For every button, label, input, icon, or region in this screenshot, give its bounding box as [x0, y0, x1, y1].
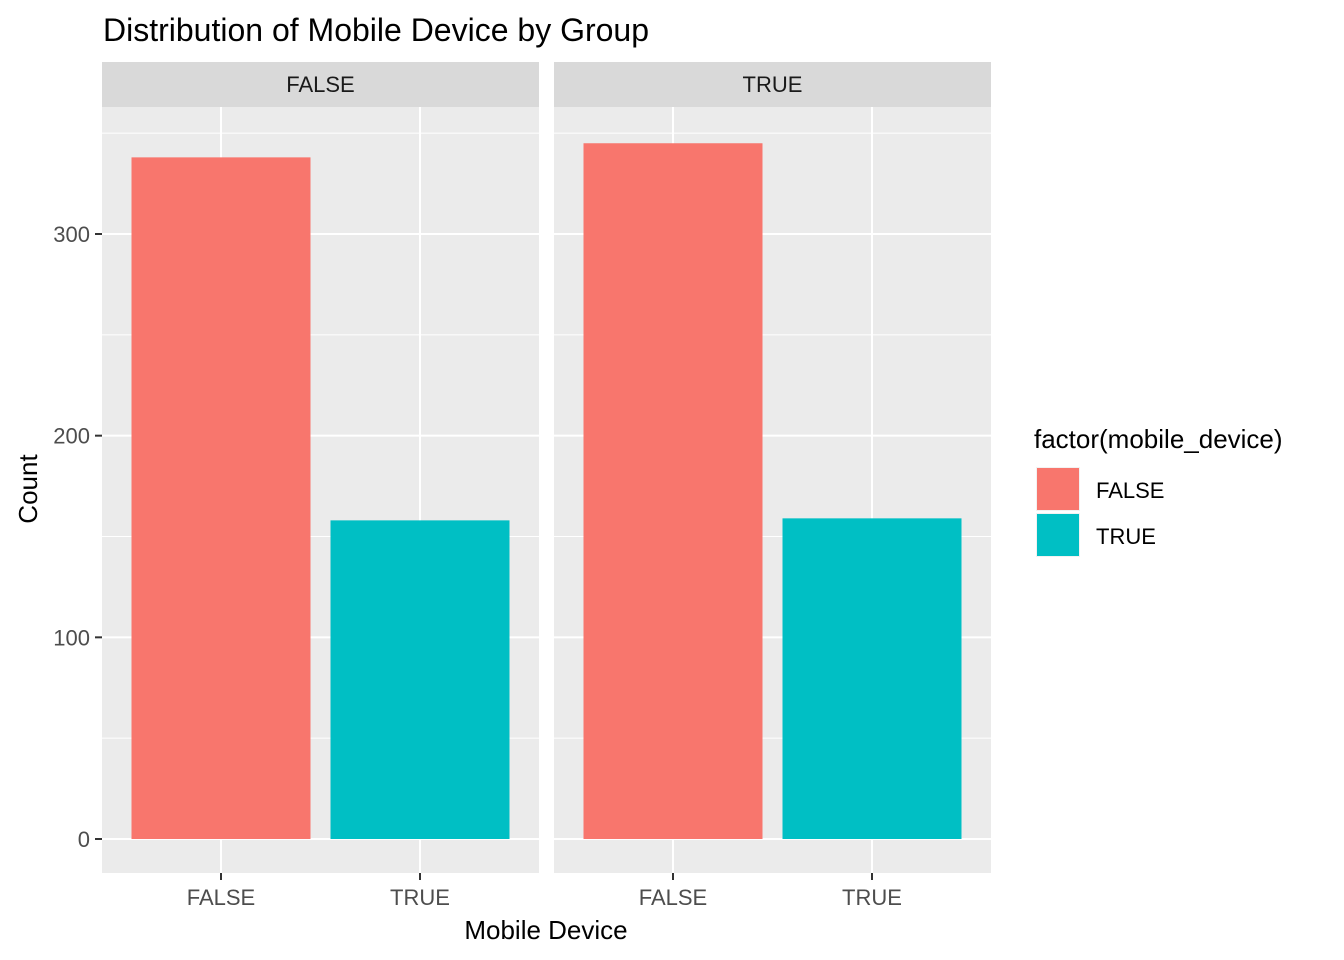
x-tick-label: TRUE — [390, 885, 450, 910]
y-tick-label: 0 — [78, 827, 90, 852]
bar-true-true — [782, 518, 962, 839]
legend-label-false: FALSE — [1096, 478, 1164, 503]
y-axis-title: Count — [13, 454, 43, 524]
legend-key-true — [1037, 514, 1079, 556]
facet-panels: FALSE FALSE TRUE TRUE FALSE TRUE — [102, 62, 991, 910]
facet-panel-true: TRUE FALSE TRUE — [554, 62, 991, 910]
bar-false-false — [131, 157, 311, 839]
x-axis-title: Mobile Device — [464, 915, 627, 945]
x-tick-label: FALSE — [639, 885, 707, 910]
y-axis: 0 100 200 300 — [53, 222, 102, 852]
bar-true-false — [583, 143, 763, 839]
facet-strip-label: FALSE — [286, 72, 354, 97]
facet-strip-label: TRUE — [743, 72, 803, 97]
facet-strip — [102, 62, 539, 107]
x-tick-label: TRUE — [842, 885, 902, 910]
x-tick-label: FALSE — [187, 885, 255, 910]
legend-key-false — [1037, 468, 1079, 510]
y-tick-label: 200 — [53, 424, 90, 449]
chart-title: Distribution of Mobile Device by Group — [103, 12, 649, 48]
y-tick-label: 300 — [53, 222, 90, 247]
facet-panel-false: FALSE FALSE TRUE — [102, 62, 539, 910]
legend-label-true: TRUE — [1096, 524, 1156, 549]
legend: factor(mobile_device) FALSE TRUE — [1034, 424, 1283, 557]
bar-false-true — [330, 520, 510, 839]
legend-title: factor(mobile_device) — [1034, 424, 1283, 454]
facet-strip — [554, 62, 991, 107]
y-tick-label: 100 — [53, 625, 90, 650]
